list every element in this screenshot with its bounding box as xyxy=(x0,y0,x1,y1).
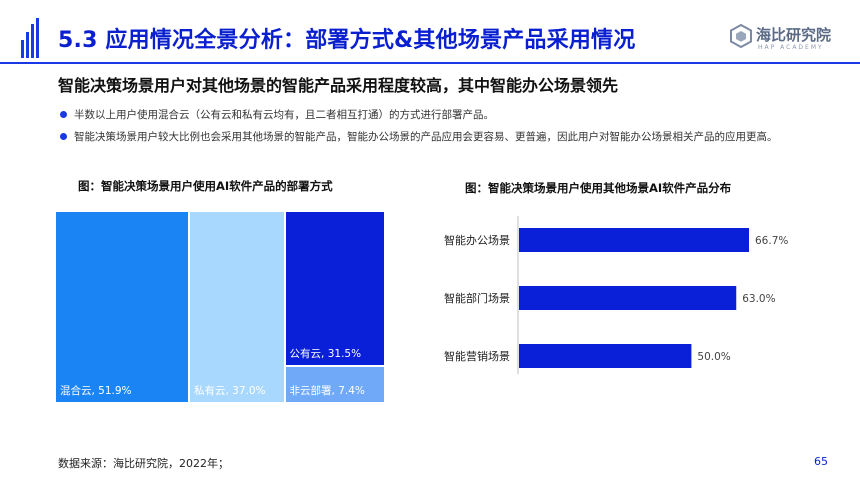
slide-subtitle: 智能决策场景用户对其他场景的智能产品采用程度较高，其中智能办公场景领先 xyxy=(58,76,619,95)
page-number: 65 xyxy=(814,455,828,468)
header-stripes-decoration xyxy=(21,18,41,58)
bar-category-label: 智能营销场景 xyxy=(444,349,510,363)
header-divider xyxy=(0,62,860,64)
logo: 海比研究院 HAP ACADEMY xyxy=(730,22,845,58)
treemap-label: 混合云, 51.9% xyxy=(60,385,132,397)
logo-text-en: HAP ACADEMY xyxy=(758,44,824,51)
treemap-label: 私有云, 37.0% xyxy=(194,385,266,397)
header: 5.3 应用情况全景分析：部署方式&其他场景产品采用情况 海比研究院 HAP A… xyxy=(0,0,860,62)
bar-value-label: 66.7% xyxy=(755,235,788,247)
treemap-label: 公有云, 31.5% xyxy=(289,348,362,361)
page-title: 5.3 应用情况全景分析：部署方式&其他场景产品采用情况 xyxy=(58,28,636,53)
bar-category-label: 智能部门场景 xyxy=(444,291,510,305)
bar-value-label: 50.0% xyxy=(697,351,730,363)
treemap-cell-non-cloud: 非云部署, 7.4% xyxy=(285,367,386,404)
scenario-bar-chart: 智能办公场景 66.7% 智能部门场景 63.0% 智能营销场景 50.0% xyxy=(444,216,788,374)
cube-logo-icon xyxy=(730,24,752,48)
bullet-item: 半数以上用户使用混合云（公有云和私有云均有，且二者相互打通）的方式进行部署产品。 xyxy=(58,108,848,122)
treemap-label: 非云部署, 7.4% xyxy=(289,384,365,397)
bar-value-label: 63.0% xyxy=(742,293,775,305)
treemap-cell-public-cloud: 公有云, 31.5% xyxy=(285,212,386,368)
bar-category-label: 智能办公场景 xyxy=(444,233,510,247)
bullet-item: 智能决策场景用户较大比例也会采用其他场景的智能产品，智能办公场景的产品应用会更容… xyxy=(58,130,848,144)
bullet-text: 智能决策场景用户较大比例也会采用其他场景的智能产品，智能办公场景的产品应用会更容… xyxy=(74,131,778,143)
bullet-dot-icon xyxy=(60,111,67,118)
treemap-cell-hybrid-cloud: 混合云, 51.9% xyxy=(56,212,190,404)
bar-chart-title: 图：智能决策场景用户使用其他场景AI软件产品分布 xyxy=(465,181,732,195)
deployment-treemap: 混合云, 51.9% 私有云, 37.0% 公有云, 31.5% 非云部署, 7… xyxy=(56,212,386,404)
bar xyxy=(519,286,737,310)
treemap-cell-private-cloud: 私有云, 37.0% xyxy=(190,212,286,404)
logo-text-cn: 海比研究院 xyxy=(756,26,832,44)
bullet-dot-icon xyxy=(60,133,67,140)
treemap-title: 图：智能决策场景用户使用AI软件产品的部署方式 xyxy=(78,179,333,193)
bullet-text: 半数以上用户使用混合云（公有云和私有云均有，且二者相互打通）的方式进行部署产品。 xyxy=(74,109,494,121)
bar xyxy=(519,344,692,368)
data-source-note: 数据来源：海比研究院，2022年； xyxy=(58,457,229,470)
bullet-list: 半数以上用户使用混合云（公有云和私有云均有，且二者相互打通）的方式进行部署产品。… xyxy=(58,108,848,152)
bar xyxy=(519,228,749,252)
